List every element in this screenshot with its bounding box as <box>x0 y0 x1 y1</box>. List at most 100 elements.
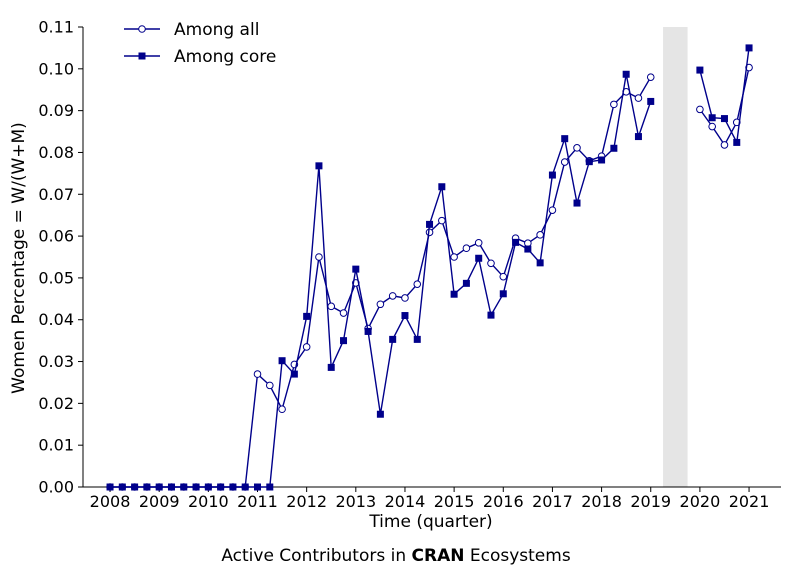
chart-caption: Active Contributors in CRAN Ecosystems <box>0 546 792 566</box>
data-point-among-core <box>327 363 335 371</box>
y-tick-label: 0.07 <box>38 185 74 204</box>
data-point-among-core <box>561 135 569 143</box>
data-point-among-core <box>229 483 237 491</box>
data-point-among-core <box>536 259 544 267</box>
data-point-among-core <box>278 357 286 365</box>
x-tick-label: 2017 <box>532 492 573 511</box>
x-axis-ticks: 2008 2009 2010 2011 2012 2013 2014 2015 2016 2017… <box>90 487 770 511</box>
data-point-among-all <box>610 100 618 109</box>
caption-suffix: Ecosystems <box>464 546 571 566</box>
data-point-among-all <box>339 309 348 317</box>
data-point-among-core <box>143 483 151 491</box>
data-point-among-core <box>167 483 175 491</box>
x-tick-label: 2013 <box>335 492 376 511</box>
y-tick-label: 0.00 <box>38 478 74 497</box>
x-tick-label: 2019 <box>630 492 671 511</box>
data-point-among-core <box>487 311 495 319</box>
data-point-among-all <box>388 292 397 300</box>
data-point-among-all <box>499 272 508 281</box>
x-tick-label: 2011 <box>237 492 278 511</box>
data-point-among-core <box>241 483 249 491</box>
x-tick-label: 2015 <box>434 492 475 511</box>
data-point-among-core <box>708 114 716 122</box>
data-point-among-all <box>327 302 336 311</box>
series-among-core <box>106 44 753 491</box>
legend-label-among-core: Among core <box>174 47 276 67</box>
data-point-among-core <box>548 171 556 179</box>
data-point-among-core <box>266 483 274 491</box>
x-tick-label: 2021 <box>729 492 770 511</box>
data-point-among-all <box>265 381 274 390</box>
data-point-among-core <box>462 279 470 287</box>
data-point-among-core <box>696 66 704 74</box>
series-among-all <box>106 63 753 491</box>
y-tick-label: 0.08 <box>38 143 74 162</box>
data-point-among-core <box>155 483 163 491</box>
x-axis-title: Time (quarter) <box>368 512 492 532</box>
x-tick-label: 2009 <box>139 492 180 511</box>
data-point-among-core <box>450 290 458 298</box>
y-tick-label: 0.06 <box>38 227 74 246</box>
data-point-among-core <box>598 156 606 164</box>
data-point-among-core <box>118 483 126 491</box>
data-point-among-all <box>573 144 581 152</box>
data-point-among-core <box>413 335 421 343</box>
x-tick-label: 2008 <box>90 492 131 511</box>
data-point-among-all <box>278 405 286 414</box>
data-point-among-core <box>204 483 212 491</box>
data-point-among-core <box>524 245 532 253</box>
x-tick-label: 2018 <box>581 492 622 511</box>
y-tick-label: 0.04 <box>38 310 74 329</box>
data-point-among-core <box>352 265 360 273</box>
data-point-among-all <box>253 370 262 378</box>
x-tick-label: 2014 <box>385 492 426 511</box>
legend-label-among-all: Among all <box>174 20 259 40</box>
data-point-among-all <box>413 280 422 288</box>
x-tick-label: 2010 <box>188 492 229 511</box>
y-tick-label: 0.01 <box>38 436 74 455</box>
series-line-among-core <box>110 74 652 488</box>
y-tick-label: 0.11 <box>38 18 74 37</box>
data-point-among-core <box>475 254 483 262</box>
y-tick-label: 0.02 <box>38 394 74 413</box>
data-point-among-core <box>647 97 655 105</box>
data-point-among-core <box>401 312 409 320</box>
y-axis-title: Women Percentage = W/(W+M) <box>9 122 29 394</box>
data-point-among-all <box>315 253 323 261</box>
y-tick-label: 0.05 <box>38 268 74 287</box>
data-point-among-all <box>560 158 569 166</box>
data-point-among-core <box>720 115 728 123</box>
data-point-among-all <box>450 253 458 261</box>
data-point-among-all <box>536 231 544 239</box>
x-tick-label: 2016 <box>483 492 524 511</box>
data-point-among-all <box>708 122 716 131</box>
data-point-among-core <box>254 483 261 491</box>
data-point-among-core <box>573 199 581 207</box>
data-point-among-all <box>524 239 532 247</box>
data-point-among-core <box>315 162 323 170</box>
series-line-among-all <box>110 76 652 488</box>
data-point-among-all <box>646 73 655 81</box>
y-tick-label: 0.03 <box>38 352 74 371</box>
x-tick-label: 2020 <box>680 492 721 511</box>
data-point-among-all <box>696 105 704 114</box>
data-point-among-all <box>376 300 385 309</box>
y-axis-ticks: 0.00 0.01 0.02 0.03 0.04 0.05 0.06 0.07 0.08 0.09… <box>38 18 83 497</box>
data-point-among-core <box>622 70 630 78</box>
data-point-among-core <box>499 290 507 298</box>
data-point-among-core <box>340 337 348 345</box>
caption-bold: CRAN <box>411 546 465 566</box>
data-point-among-all <box>302 343 311 351</box>
y-tick-label: 0.09 <box>38 101 74 120</box>
shaded-gap-region <box>663 27 688 487</box>
y-tick-label: 0.10 <box>38 59 74 78</box>
series-line-among-core <box>699 47 750 145</box>
data-point-among-core <box>217 483 225 491</box>
data-point-among-core <box>426 220 434 228</box>
x-tick-label: 2012 <box>286 492 327 511</box>
data-point-among-core <box>389 335 397 343</box>
data-point-among-all <box>487 259 495 268</box>
data-point-among-core <box>290 370 298 378</box>
data-point-among-all <box>634 94 643 102</box>
